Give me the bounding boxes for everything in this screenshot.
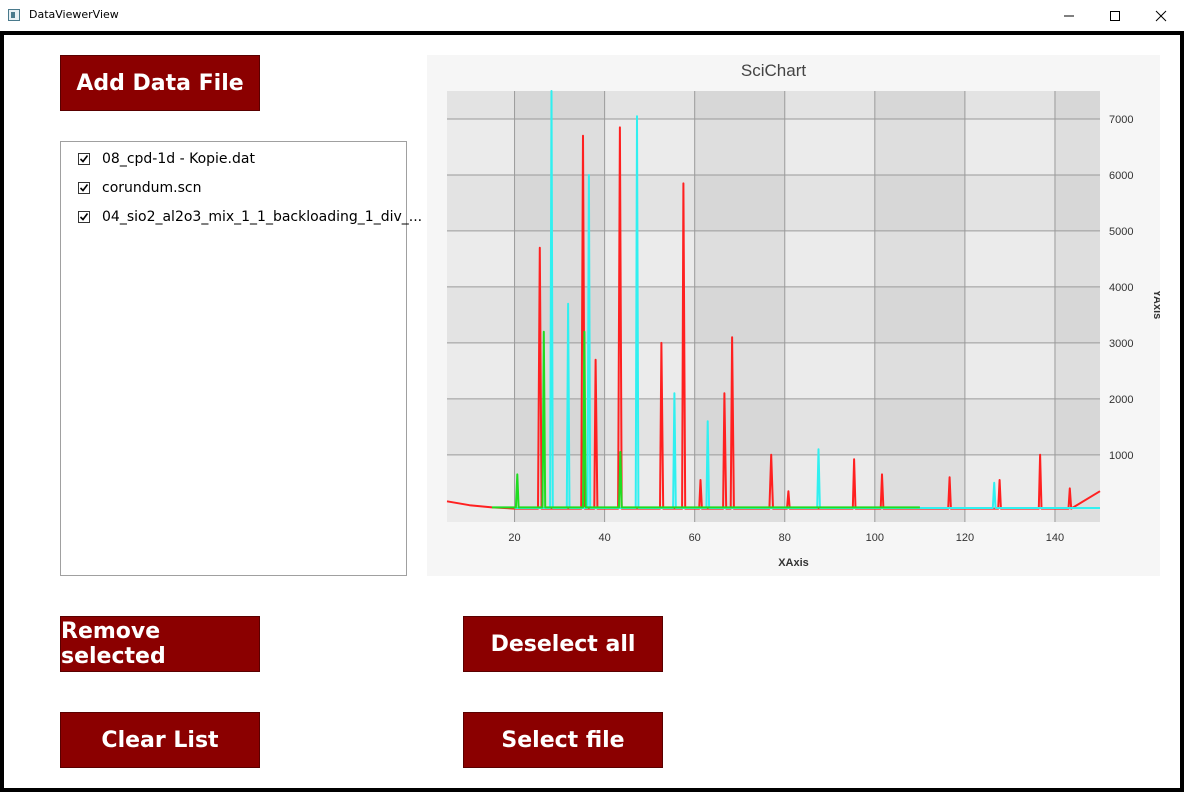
- chart-title: SciChart: [741, 61, 806, 80]
- y-tick-label: 6000: [1109, 170, 1133, 182]
- maximize-button[interactable]: [1092, 0, 1138, 31]
- y-tick-label: 5000: [1109, 226, 1133, 238]
- deselect-all-button[interactable]: Deselect all: [463, 616, 663, 672]
- grid-band: [447, 175, 1100, 231]
- maximize-icon: [1110, 11, 1120, 21]
- x-tick-label: 120: [956, 532, 974, 544]
- title-bar: DataViewerView: [0, 0, 1184, 31]
- grid-band: [447, 91, 1100, 119]
- series-line: [492, 330, 920, 509]
- chart-panel[interactable]: 20 40 60 80 100 120 140 1000 2000 3000 4000 5000 600…: [427, 55, 1163, 576]
- y-tick-label: 1000: [1109, 450, 1133, 462]
- minimize-button[interactable]: [1046, 0, 1092, 31]
- window-title: DataViewerView: [29, 8, 119, 21]
- add-data-file-button[interactable]: Add Data File: [60, 55, 260, 111]
- list-item[interactable]: 04_sio2_al2o3_mix_1_1_backloading_1_div_…: [78, 207, 422, 227]
- x-tick-label: 80: [779, 532, 791, 544]
- close-icon: [1155, 10, 1167, 22]
- file-checkbox[interactable]: [78, 182, 90, 194]
- list-item[interactable]: corundum.scn: [78, 178, 201, 198]
- x-tick-label: 60: [689, 532, 701, 544]
- clear-list-button[interactable]: Clear List: [60, 712, 260, 768]
- y-tick-label: 2000: [1109, 394, 1133, 406]
- app-icon: [8, 9, 20, 21]
- file-checkbox[interactable]: [78, 211, 90, 223]
- close-button[interactable]: [1138, 0, 1184, 31]
- y-axis-label: YAxis: [1151, 290, 1160, 320]
- chart-svg[interactable]: 20 40 60 80 100 120 140 1000 2000 3000 4000 5000 600…: [427, 55, 1163, 576]
- y-tick-label: 4000: [1109, 282, 1133, 294]
- grid-band: [874, 91, 965, 522]
- checkmark-icon: [79, 213, 89, 221]
- file-name: corundum.scn: [102, 180, 202, 196]
- checkmark-icon: [79, 184, 89, 192]
- file-checkbox[interactable]: [78, 153, 90, 165]
- file-name: 08_cpd-1d - Kopie.dat: [102, 151, 255, 167]
- grid-band: [1054, 91, 1100, 522]
- file-name: 04_sio2_al2o3_mix_1_1_backloading_1_div_…: [102, 209, 423, 225]
- grid-band: [694, 91, 785, 522]
- minimize-icon: [1064, 15, 1074, 17]
- grid-band: [447, 287, 1100, 343]
- x-tick-label: 100: [866, 532, 884, 544]
- x-tick-label: 20: [508, 532, 520, 544]
- y-tick-label: 3000: [1109, 338, 1133, 350]
- x-tick-label: 140: [1046, 532, 1064, 544]
- remove-selected-button[interactable]: Remove selected: [60, 616, 260, 672]
- x-axis-label: XAxis: [778, 557, 809, 569]
- x-tick-label: 40: [598, 532, 610, 544]
- file-list[interactable]: 08_cpd-1d - Kopie.dat corundum.scn 04_si…: [60, 141, 422, 576]
- checkmark-icon: [79, 155, 89, 163]
- select-file-button[interactable]: Select file: [463, 712, 663, 768]
- list-item[interactable]: 08_cpd-1d - Kopie.dat: [78, 149, 255, 169]
- y-tick-label: 7000: [1109, 114, 1133, 126]
